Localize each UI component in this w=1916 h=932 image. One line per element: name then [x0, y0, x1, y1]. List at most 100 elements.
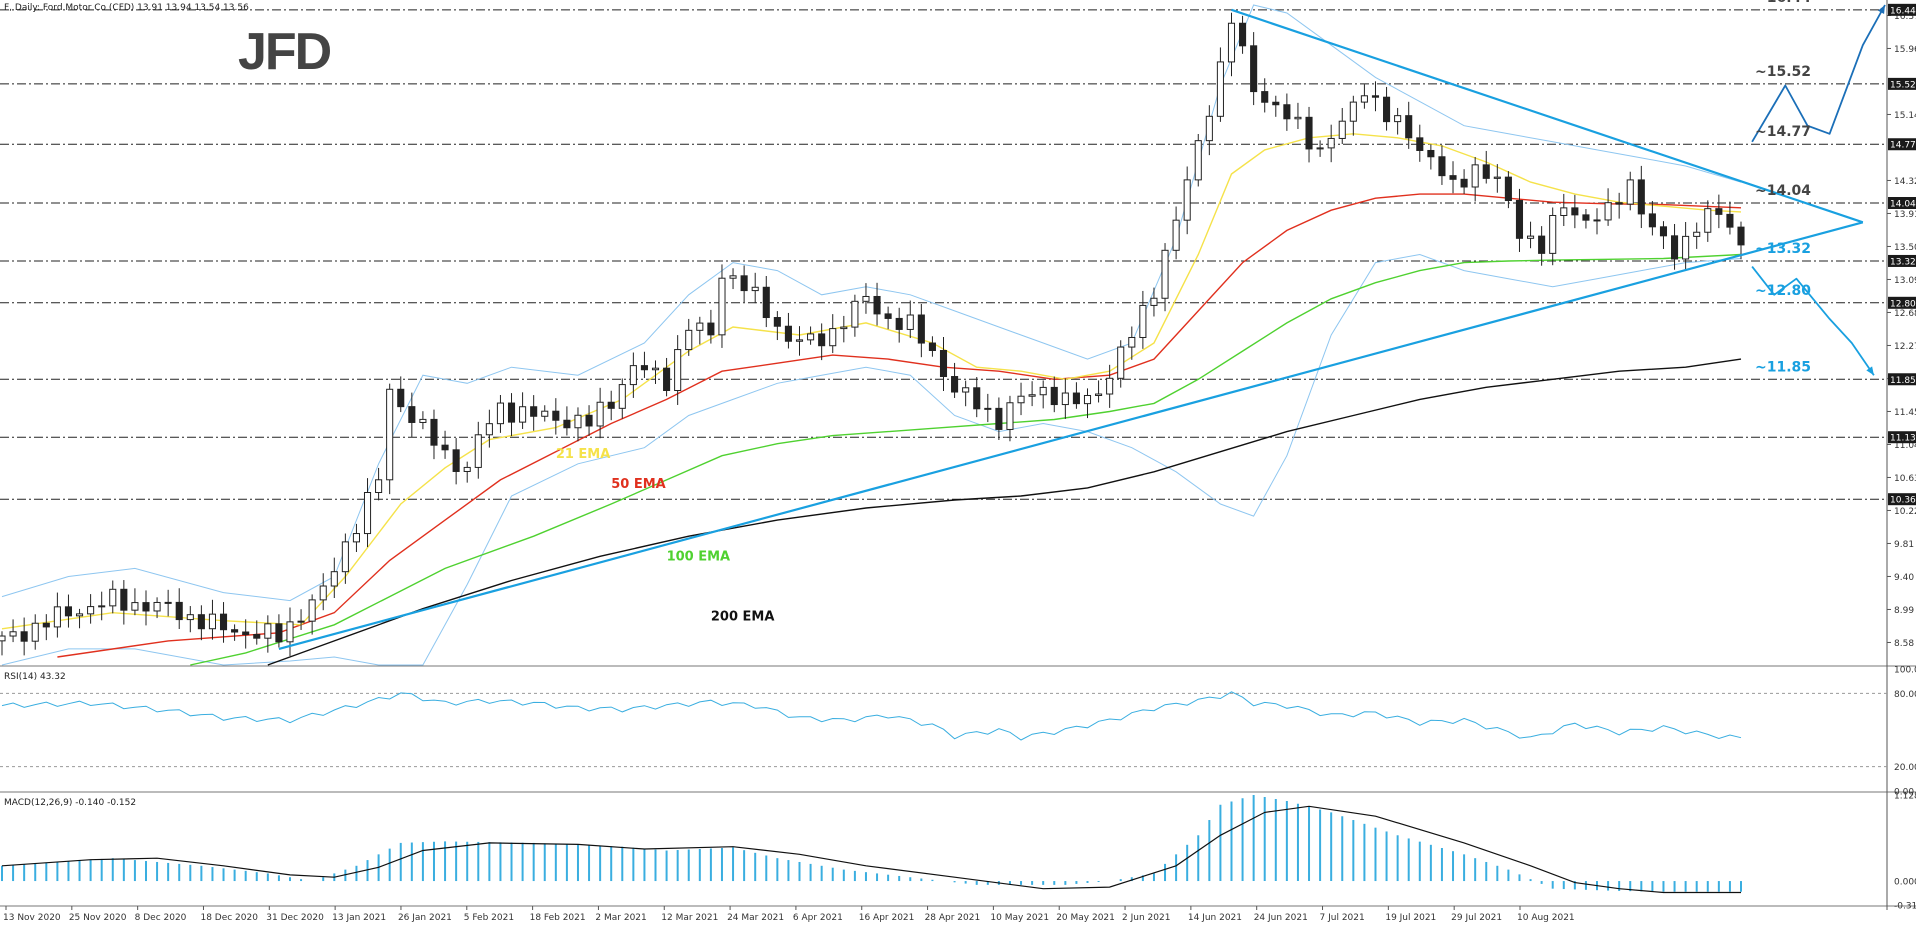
x-tick-label: 18 Feb 2021: [530, 913, 586, 923]
candle-body: [663, 367, 671, 391]
x-tick-label: 18 Dec 2020: [200, 913, 258, 923]
ema100-line: [190, 253, 1742, 666]
candle-body: [64, 606, 73, 617]
x-tick-label: 13 Nov 2020: [3, 913, 61, 923]
bollinger-lower-line: [1, 253, 1742, 666]
level-price-label: 12.80: [1890, 299, 1916, 309]
y-tick-label: 12.68: [1894, 309, 1916, 319]
candle-body: [1659, 226, 1668, 237]
level-annotation: ~15.52: [1755, 64, 1811, 80]
level-price-label: 11.85: [1890, 376, 1916, 386]
candle-body: [231, 629, 239, 633]
candle-body: [1117, 346, 1125, 379]
candle-body: [1216, 61, 1224, 117]
candle-body: [939, 349, 948, 378]
candle-body: [109, 588, 117, 607]
candle-body: [1515, 200, 1524, 239]
x-tick-label: 28 Apr 2021: [925, 913, 981, 923]
candle-body: [1161, 249, 1169, 299]
candle-body: [1726, 213, 1734, 228]
level-price-label: 14.04: [1890, 200, 1916, 210]
candle-body: [1194, 140, 1202, 181]
candle-body: [419, 418, 427, 423]
level-price-box: [1888, 77, 1916, 90]
ema50-line: [57, 193, 1742, 658]
x-tick-label: 25 Nov 2020: [69, 913, 127, 923]
candle-body: [153, 601, 161, 612]
candle-body: [1205, 115, 1213, 142]
y-tick-label: 14.32: [1894, 177, 1916, 187]
y-tick-label: 11.45: [1894, 408, 1916, 418]
candle-body: [1405, 115, 1413, 139]
x-tick-label: 26 Jan 2021: [398, 913, 452, 923]
candle-body: [164, 601, 172, 604]
candle-body: [186, 614, 194, 621]
candle-body: [507, 402, 516, 423]
candle-body: [87, 606, 95, 615]
candle-body: [474, 434, 482, 468]
candle-body: [1715, 208, 1723, 215]
x-tick-label: 29 Jul 2021: [1451, 913, 1502, 923]
candle-body: [563, 419, 571, 429]
candle-body: [1106, 377, 1114, 395]
y-tick-label: 15.96: [1894, 45, 1916, 55]
level-price-label: 10.36: [1890, 496, 1916, 506]
rsi-tick-label: 80.00: [1894, 690, 1916, 700]
candle-body: [452, 449, 460, 472]
candle-body: [530, 406, 538, 417]
candle-body: [1693, 231, 1701, 237]
x-tick-label: 19 Jul 2021: [1385, 913, 1436, 923]
candle-body: [275, 623, 283, 643]
candle-body: [951, 376, 959, 393]
candle-body: [53, 606, 61, 628]
level-price-box: [1888, 254, 1916, 267]
candle-body: [585, 414, 593, 427]
x-tick-label: 12 Mar 2021: [661, 913, 718, 923]
candle-body: [352, 533, 360, 543]
candle-body: [430, 418, 438, 446]
candle-body: [629, 365, 637, 386]
y-tick-label: 8.58: [1894, 639, 1914, 649]
candle-body: [1493, 176, 1501, 179]
candle-body: [962, 387, 970, 393]
level-price-label: 13.32: [1890, 257, 1916, 267]
candle-body: [1438, 156, 1446, 177]
chart-header: F, Daily: Ford Motor Co (CFD) 13.91 13.9…: [4, 3, 249, 13]
y-tick-label: 13.09: [1894, 276, 1916, 286]
candle-body: [386, 388, 394, 481]
jfd-logo: JFD: [238, 23, 332, 81]
candle-body: [1050, 386, 1058, 406]
candle-body: [1582, 214, 1590, 221]
candle-body: [851, 300, 859, 328]
bullish-arrowhead: [1877, 5, 1885, 14]
candle-body: [818, 333, 826, 347]
candle-body: [740, 275, 748, 292]
candle-body: [1272, 101, 1280, 106]
level-annotation: ~11.85: [1755, 359, 1811, 375]
candle-body: [219, 613, 228, 631]
candle-body: [253, 634, 261, 639]
candle-body: [308, 599, 316, 622]
y-tick-label: 16.37: [1894, 12, 1916, 22]
candle-body: [1560, 207, 1568, 216]
candle-body: [1139, 304, 1147, 338]
level-annotation: ~13.32: [1755, 241, 1811, 257]
macd-tick-label: 0.000: [1894, 878, 1916, 888]
level-price-box: [1888, 138, 1916, 151]
candle-body: [131, 602, 139, 611]
candle-body: [707, 322, 715, 336]
x-tick-label: 2 Mar 2021: [595, 913, 646, 923]
candle-body: [197, 614, 205, 630]
candle-body: [795, 339, 804, 342]
candle-body: [496, 402, 504, 425]
candle-body: [973, 387, 981, 410]
candle-body: [552, 410, 560, 421]
candle-body: [98, 605, 106, 608]
candle-body: [1482, 164, 1490, 179]
candle-body: [884, 313, 892, 319]
candle-body: [20, 631, 28, 642]
candle-body: [1416, 137, 1424, 151]
candle-body: [341, 541, 349, 573]
candle-body: [1360, 95, 1368, 103]
candle-body: [917, 314, 925, 344]
